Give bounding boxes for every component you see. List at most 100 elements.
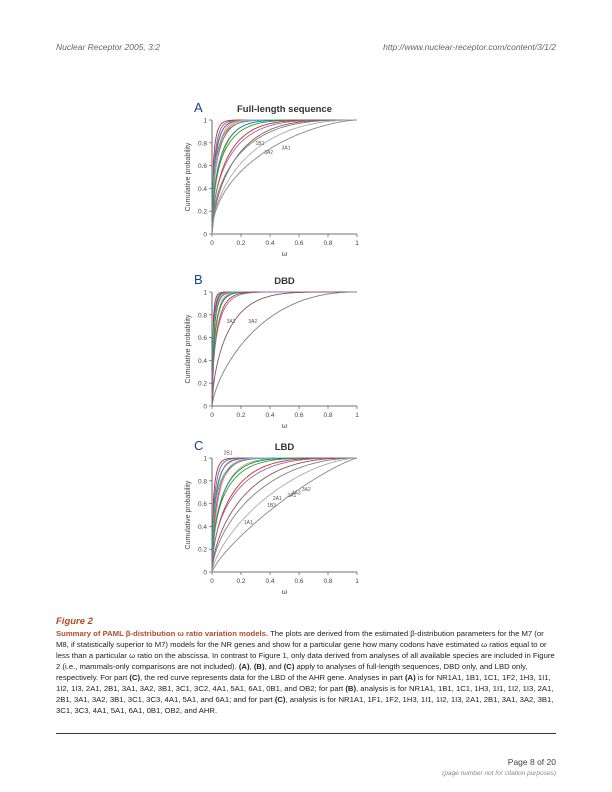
curve-annotation: 3A1 (282, 146, 291, 152)
running-header-url[interactable]: http://www.nuclear-receptor.com/content/… (383, 42, 556, 52)
y-tick-label: 0.6 (198, 163, 207, 170)
y-tick-label: 0 (203, 404, 207, 411)
series-line (211, 291, 357, 407)
series-line (211, 291, 357, 407)
series-line (211, 291, 357, 407)
y-tick-label: 1 (203, 290, 207, 297)
series-line (211, 291, 357, 407)
series-line (211, 291, 357, 407)
caption-panel-ref: (C) (274, 695, 286, 704)
figure-panel-b: B DBD 0 0.2 0.4 0.6 0.8 1 0 0.2 0.4 0.6 0.8 1 ω Cumulat… (180, 272, 380, 432)
y-tick-label: 1 (203, 456, 207, 463)
figure-title: Summary of PAML β-distribution ω ratio v… (56, 629, 269, 638)
running-header-journal: Nuclear Receptor 2005, 3:2 (56, 42, 160, 52)
footer-divider (56, 733, 556, 734)
figure-panel-a: A Full-length sequence 0 0.2 0.4 0.6 0.8 1 0 0.2 0… (180, 100, 380, 260)
panel-letter: A (194, 100, 203, 115)
y-tick-label: 0.2 (198, 381, 207, 388)
x-tick-label: 0.6 (294, 240, 303, 247)
caption-panel-ref: (B) (253, 662, 265, 671)
figure-caption: Summary of PAML β-distribution ω ratio v… (56, 628, 556, 716)
series-line (211, 291, 357, 407)
panel-letter: B (194, 272, 203, 287)
series-line (211, 119, 357, 235)
series-line (211, 119, 357, 235)
x-axis-label: ω (282, 422, 288, 430)
series-line (211, 457, 357, 573)
series-line (211, 291, 357, 407)
y-axis-label: Cumulative probability (185, 142, 192, 211)
series-line (211, 457, 357, 573)
x-tick-label: 1 (355, 412, 359, 419)
y-tick-label: 0.6 (198, 501, 207, 508)
y-tick-label: 0.8 (198, 140, 207, 147)
y-tick-label: 0.4 (198, 186, 207, 193)
y-tick-label: 0 (203, 232, 207, 239)
x-tick-label: 0.4 (265, 412, 274, 419)
curve-annotation: 4A3 (292, 490, 301, 496)
x-tick-label: 0.8 (323, 578, 332, 585)
caption-panel-ref: (A) (238, 662, 250, 671)
caption-text: apply to analyses of full-length sequenc… (56, 662, 528, 682)
page-number-note: (page number not for citation purposes) (442, 770, 556, 777)
series-line (211, 291, 357, 407)
y-tick-label: 0.6 (198, 335, 207, 342)
x-tick-label: 0.6 (294, 412, 303, 419)
series-line (211, 291, 357, 407)
y-axis-label: Cumulative probability (185, 314, 192, 383)
caption-text: is for NR1A1, 1B1, 1C1, 1F2, 1H3, 1I1, 1… (56, 673, 551, 693)
series-line (211, 457, 357, 573)
figure-label: Figure 2 (56, 616, 93, 627)
series-line (211, 291, 357, 407)
caption-text: , and (264, 662, 284, 671)
chart-title: Full-length sequence (237, 104, 332, 115)
curve-annotation: 3A2 (248, 319, 257, 325)
series-line (211, 291, 357, 407)
curve-annotation: 3A2 (264, 150, 273, 156)
figure-panel-c: C LBD 0 0.2 0.4 0.6 0.8 1 0 0.2 0.4 0.6 0.8 1 ω Cumulat… (180, 438, 380, 598)
y-tick-label: 0.4 (198, 524, 207, 531)
caption-text: , analysis is for NR1A1, 1B1, 1C1, 1H3, … (56, 684, 554, 704)
curve-annotation: 3A2 (302, 487, 311, 493)
x-tick-label: 0.8 (323, 412, 332, 419)
y-tick-label: 0.8 (198, 312, 207, 319)
chart-title: LBD (275, 442, 295, 453)
x-axis-label: ω (282, 250, 288, 258)
caption-text: The plots are derived from the estimated… (56, 629, 555, 671)
caption-panel-ref: (B) (345, 684, 356, 693)
series-line (211, 291, 357, 407)
chart-svg: C LBD 0 0.2 0.4 0.6 0.8 1 0 0.2 0.4 0.6 0.8 1 ω Cumulat… (185, 438, 359, 596)
caption-text: , (249, 662, 254, 671)
y-tick-label: 0.4 (198, 358, 207, 365)
caption-text: , the red curve represents data for the … (140, 673, 405, 682)
x-tick-label: 0.2 (236, 412, 245, 419)
curve-annotation: 1A1 (244, 520, 253, 526)
y-tick-label: 0.8 (198, 478, 207, 485)
x-tick-label: 0.8 (323, 240, 332, 247)
x-tick-label: 0.2 (236, 578, 245, 585)
series-line (211, 457, 358, 573)
y-axis-label: Cumulative probability (185, 480, 192, 549)
series-line (211, 291, 357, 407)
x-tick-label: 1 (355, 578, 359, 585)
curve-annotation: 1B1 (256, 141, 265, 147)
x-tick-label: 0 (210, 240, 214, 247)
x-tick-label: 0 (210, 578, 214, 585)
chart-title: DBD (274, 276, 295, 287)
series-line (211, 119, 357, 235)
series-line (211, 291, 357, 407)
x-tick-label: 0.4 (265, 578, 274, 585)
caption-panel-ref: (C) (129, 673, 141, 682)
caption-panel-ref: (C) (283, 662, 295, 671)
series-line (211, 291, 357, 407)
y-tick-label: 0.2 (198, 209, 207, 216)
page-number: Page 8 of 20 (507, 757, 556, 767)
curve-annotation: 2B1 (224, 451, 233, 457)
y-tick-label: 1 (203, 118, 207, 125)
curve-annotation: 3A1 (227, 319, 236, 325)
series-line (211, 119, 357, 235)
caption-panel-ref: (A) (404, 673, 416, 682)
x-tick-label: 0.2 (236, 240, 245, 247)
x-axis-label: ω (282, 588, 288, 596)
curve-annotation: 2A1 (273, 496, 282, 502)
